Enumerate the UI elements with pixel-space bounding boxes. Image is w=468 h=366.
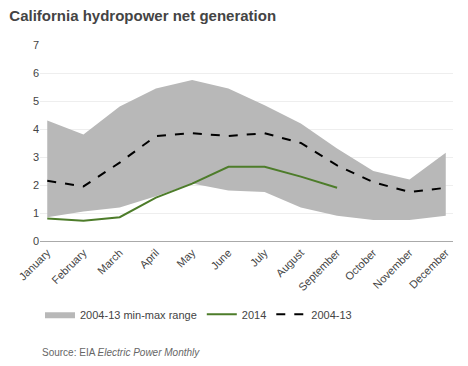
svg-text:2014: 2014 xyxy=(242,309,266,321)
svg-text:Source: EIA Electric Power Mon: Source: EIA Electric Power Monthly xyxy=(42,347,200,358)
svg-text:June: June xyxy=(208,247,233,272)
svg-text:March: March xyxy=(95,247,125,277)
svg-text:2: 2 xyxy=(33,179,39,191)
svg-text:February: February xyxy=(49,246,89,286)
svg-text:California hydropower net gene: California hydropower net generation xyxy=(9,7,276,24)
svg-text:0: 0 xyxy=(33,235,39,247)
svg-text:May: May xyxy=(174,246,198,270)
svg-text:3: 3 xyxy=(33,151,39,163)
svg-text:7: 7 xyxy=(33,39,39,51)
svg-text:4: 4 xyxy=(33,123,39,135)
svg-text:December: December xyxy=(407,246,452,291)
svg-text:September: September xyxy=(296,246,343,293)
svg-text:August: August xyxy=(273,247,306,280)
svg-text:2004-13 min-max range: 2004-13 min-max range xyxy=(80,309,197,321)
svg-text:October: October xyxy=(342,246,378,282)
svg-text:November: November xyxy=(370,246,415,291)
svg-text:5: 5 xyxy=(33,95,39,107)
svg-text:April: April xyxy=(137,247,161,271)
svg-text:1: 1 xyxy=(33,207,39,219)
svg-text:July: July xyxy=(248,246,271,269)
svg-text:6: 6 xyxy=(33,67,39,79)
svg-text:2004-13: 2004-13 xyxy=(311,309,351,321)
svg-text:January: January xyxy=(16,246,53,283)
